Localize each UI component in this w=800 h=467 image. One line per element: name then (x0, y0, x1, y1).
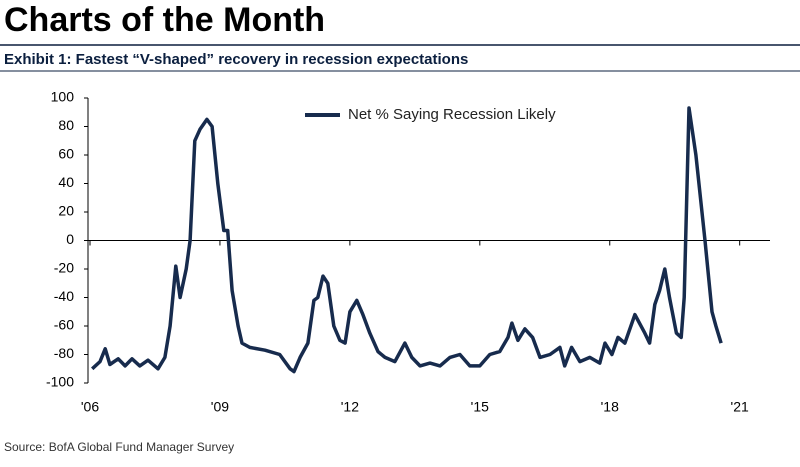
source: Source: BofA Global Fund Manager Survey (4, 440, 234, 454)
y-tick-label: -60 (54, 317, 74, 333)
y-tick-label: 20 (58, 203, 74, 219)
chart-title: Exhibit 1: Fastest “V-shaped” recovery i… (4, 51, 468, 68)
series-line (91, 106, 723, 374)
y-tick-label: 100 (51, 89, 75, 105)
y-tick-label: -20 (54, 260, 74, 276)
y-tick-label: -100 (46, 374, 74, 390)
y-tick-label: -80 (54, 345, 74, 361)
x-tick-label: '21 (731, 399, 749, 415)
y-tick-label: 40 (58, 174, 74, 190)
x-tick-label: '06 (81, 399, 99, 415)
legend-label: Net % Saying Recession Likely (348, 106, 556, 123)
page-title: Charts of the Month (4, 1, 325, 39)
x-tick-label: '12 (341, 399, 359, 415)
y-tick-label: -40 (54, 288, 74, 304)
y-tick-label: 80 (58, 117, 74, 133)
y-tick-label: 0 (66, 231, 74, 247)
x-tick-label: '09 (211, 399, 229, 415)
y-tick-label: 60 (58, 146, 74, 162)
x-tick-label: '18 (601, 399, 619, 415)
x-tick-label: '15 (471, 399, 489, 415)
